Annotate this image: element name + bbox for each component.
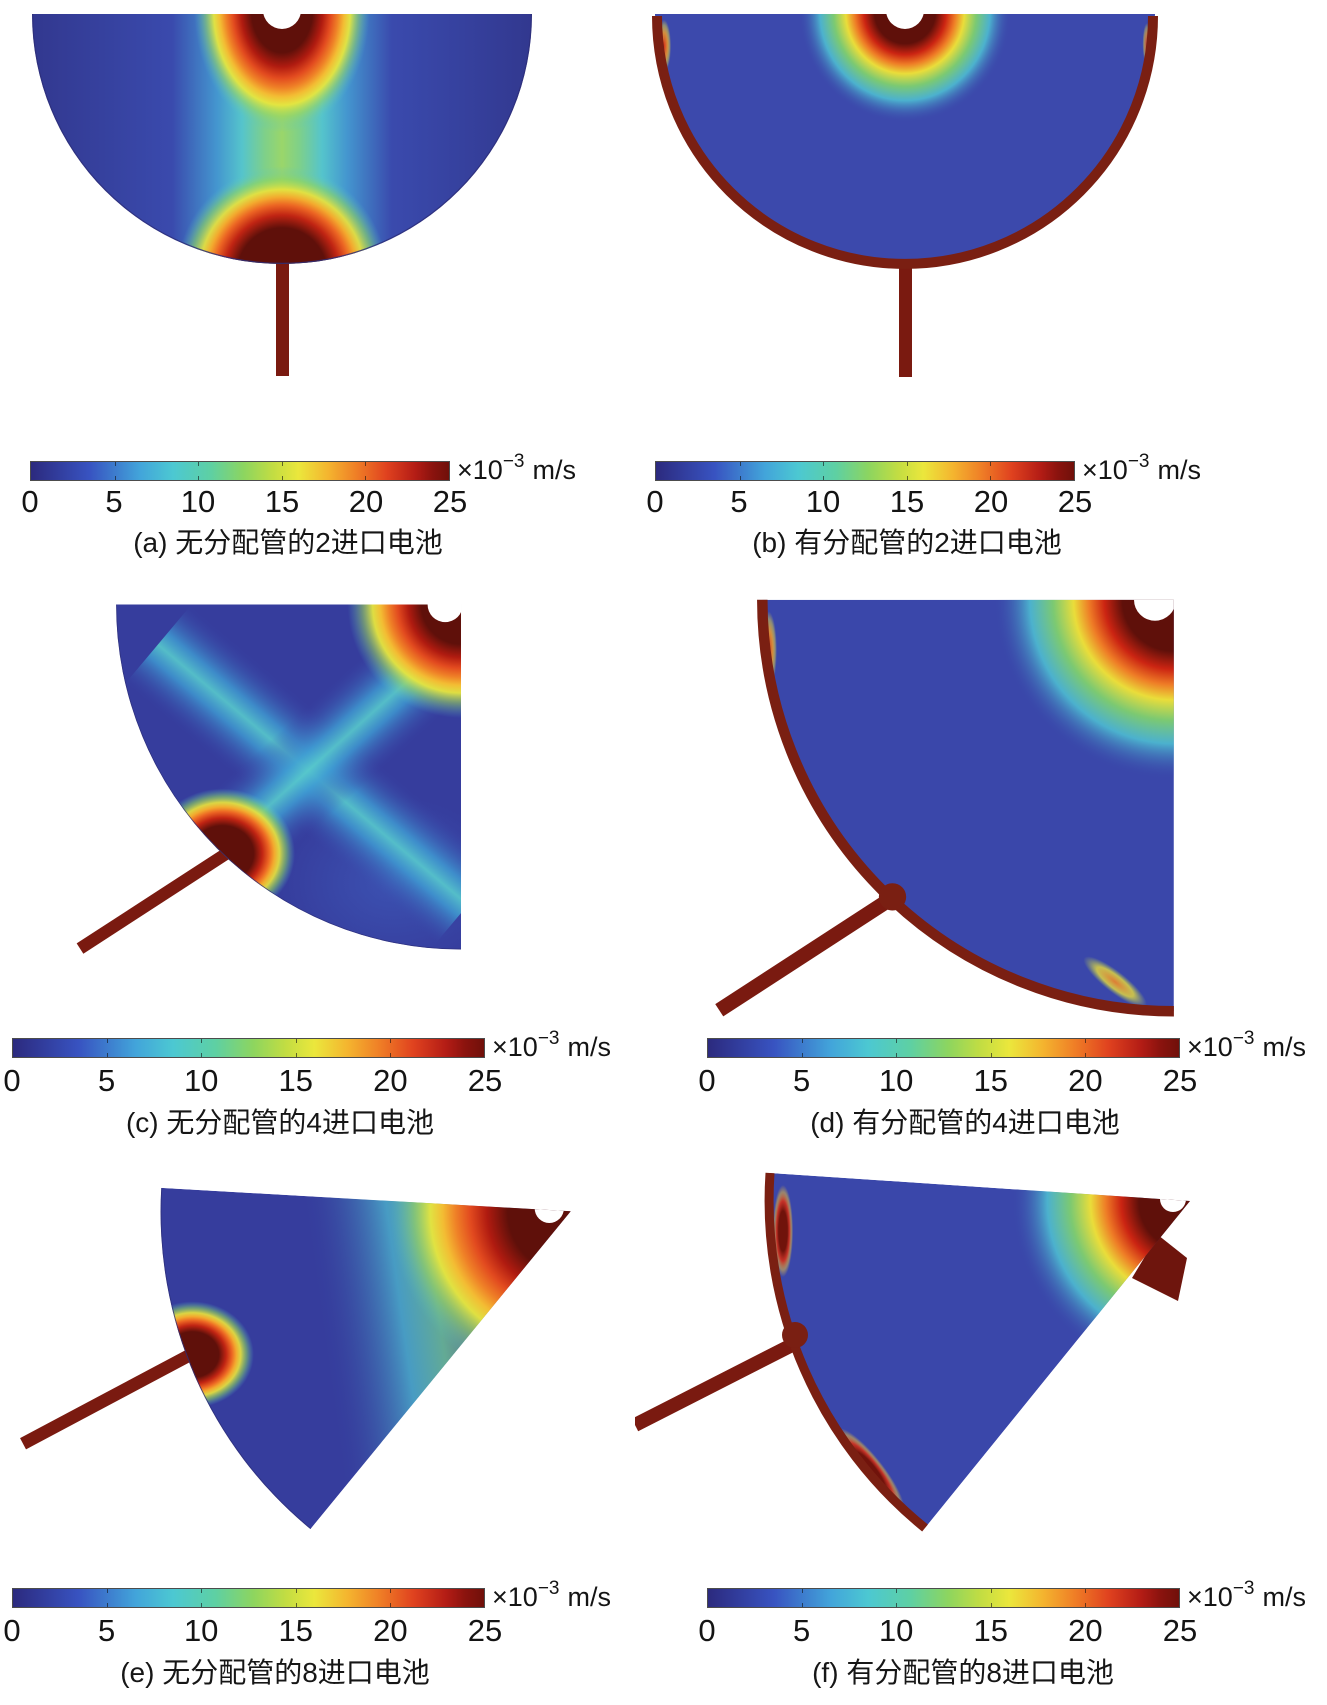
panel-d-velocity-field: [715, 599, 1174, 1017]
colorbar-f-unit: ×10−3 m/s: [1187, 1578, 1306, 1612]
outlet-hotspot: [329, 604, 462, 737]
distribution-pipe-rim: [652, 15, 1158, 269]
distribution-pipe-rim: [764, 1172, 928, 1532]
colorbar-a: [30, 461, 450, 481]
inlet-hotspot: [157, 146, 407, 264]
cell-field: [32, 14, 532, 264]
panel-c-velocity-field: [76, 604, 462, 954]
rim-streak-top: [772, 1181, 794, 1281]
inlet-pipe: [635, 1332, 808, 1432]
cell-field: [762, 599, 1174, 1012]
pipe-junction: [782, 1322, 808, 1348]
outlet-notch: [886, 14, 924, 29]
colorbar-c: [12, 1038, 485, 1058]
cell-field: [116, 604, 462, 950]
pipe-junction: [878, 883, 907, 911]
panel-e-velocity-field: [20, 1187, 571, 1530]
colorbar-f: [707, 1588, 1180, 1608]
caption-c: (c) 无分配管的4进口电池: [125, 1107, 434, 1138]
colorbar-e-unit: ×10−3 m/s: [492, 1578, 611, 1612]
outlet-halo: [916, 599, 1174, 857]
outlet-stub: [1132, 1235, 1187, 1301]
inlet-pipe: [76, 847, 231, 954]
outlet-hotspot: [361, 1187, 571, 1421]
caption-d: (d) 有分配管的4进口电池: [810, 1107, 1120, 1138]
outlet-notch: [263, 14, 301, 29]
caption-e: (e) 无分配管的8进口电池: [120, 1657, 430, 1688]
cell-field: [160, 1187, 571, 1530]
outlet-notch: [1134, 599, 1174, 621]
colorbar-d-unit: ×10−3 m/s: [1187, 1028, 1306, 1062]
colorbar-b: [655, 461, 1075, 481]
caption-a: (a) 无分配管的2进口电池: [133, 527, 443, 558]
colorbar-e: [12, 1588, 485, 1608]
colorbar-a-unit: ×10−3 m/s: [457, 451, 576, 485]
outlet-notch: [534, 1193, 564, 1223]
outlet-hotspot: [180, 14, 384, 152]
outlet-halo: [753, 14, 1057, 170]
caption-b: (b) 有分配管的2进口电池: [752, 527, 1062, 558]
cell-field: [655, 14, 1155, 264]
caption-f: (f) 有分配管的8进口电池: [812, 1657, 1114, 1688]
colorbar-b-unit: ×10−3 m/s: [1082, 451, 1201, 485]
cell-field: [769, 1173, 1191, 1528]
panel-f-velocity-field: [635, 1172, 1191, 1532]
rim-streak-bottom: [1074, 949, 1156, 1012]
colorbar-c-unit: ×10−3 m/s: [492, 1028, 611, 1062]
outlet-halo: [935, 1173, 1191, 1456]
outlet-notch: [427, 604, 462, 623]
panel-a-velocity-field: [32, 14, 532, 376]
inlet-pipe: [20, 1346, 199, 1450]
colorbar-d: [707, 1038, 1180, 1058]
outlet-notch: [1160, 1186, 1186, 1212]
panel-b-velocity-field: [652, 14, 1158, 377]
inlet-pipe: [899, 259, 912, 377]
inlet-pipe: [715, 889, 900, 1017]
inlet-hotspot: [160, 1291, 266, 1418]
inlet-pipe: [276, 254, 289, 376]
